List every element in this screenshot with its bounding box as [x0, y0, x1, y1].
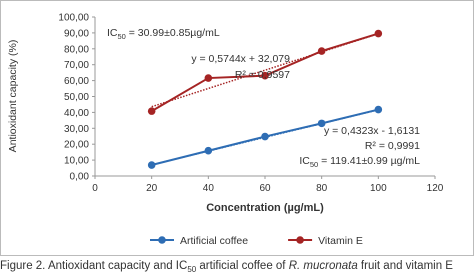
annotation-text: R² = 0,9991: [365, 140, 420, 152]
y-tick-label: 0,00: [70, 172, 90, 183]
x-tick-label: 20: [146, 183, 158, 194]
caption-part: R. mucronata: [289, 260, 358, 272]
x-tick-label: 120: [427, 183, 444, 194]
x-tick-label: 100: [370, 183, 387, 194]
x-axis-label: Concentration (µg/mL): [206, 202, 324, 214]
data-point: [147, 107, 156, 115]
y-tick-label: 80,00: [64, 44, 89, 55]
annotation: IC50 = 119.41±0.99 µg/mL: [299, 155, 420, 169]
data-point: [147, 161, 156, 169]
y-tick-label: 30,00: [64, 124, 89, 135]
annotation: IC50 = 30.99±0.85µg/mL: [107, 27, 220, 41]
annotation-text: y = 0,4323x - 1,6131: [324, 125, 420, 137]
y-tick-label: 70,00: [64, 60, 89, 71]
annotation-text: IC: [107, 27, 118, 39]
caption-part: fruit and vitamin E: [358, 260, 454, 272]
x-tick-label: 0: [92, 183, 98, 194]
annotation-text: y = 0,5744x + 32,079: [191, 53, 290, 65]
annotation: y = 0,5744x + 32,079: [191, 53, 290, 65]
data-point: [204, 146, 213, 155]
caption: Figure 2. Antioxidant capacity and IC50 …: [0, 260, 453, 273]
data-point: [317, 119, 326, 128]
annotation: R² = 0,9597: [235, 69, 290, 81]
y-tick-label: 50,00: [64, 92, 89, 103]
data-point: [317, 47, 326, 55]
chart-border: [0, 0, 474, 256]
annotation-text: IC: [299, 155, 310, 167]
legend-label: Vitamin E: [318, 235, 363, 247]
y-tick-label: 20,00: [64, 140, 89, 151]
annotation-text: = 119.41±0.99 µg/mL: [318, 155, 420, 167]
y-tick-label: 10,00: [64, 156, 89, 167]
y-tick-label: 100,00: [58, 13, 89, 24]
annotation-text: R² = 0,9597: [235, 69, 290, 81]
data-point: [261, 132, 269, 141]
y-tick-label: 60,00: [64, 76, 89, 87]
caption-part: Figure 2. Antioxidant capacity and IC: [0, 260, 187, 272]
caption-part: artificial coffee of: [196, 260, 288, 272]
annotation: y = 0,4323x - 1,6131: [324, 125, 420, 137]
data-point: [261, 71, 269, 80]
annotation: R² = 0,9991: [365, 140, 420, 152]
annotation-text: = 30.99±0.85µg/mL: [126, 27, 220, 39]
data-point: [204, 74, 213, 82]
x-tick-label: 80: [316, 183, 328, 194]
annotation-subscript: 50: [118, 32, 126, 41]
data-point: [374, 29, 383, 38]
legend-label: Artificial coffee: [180, 235, 248, 247]
data-point: [374, 105, 383, 114]
x-tick-label: 60: [259, 183, 271, 194]
annotation-subscript: 50: [310, 160, 318, 169]
y-axis-label: Antioxidant capacity (%): [7, 40, 19, 153]
legend-marker: [158, 236, 166, 244]
y-tick-label: 90,00: [64, 28, 89, 39]
y-tick-label: 40,00: [64, 108, 89, 119]
legend-marker: [296, 236, 304, 244]
x-tick-label: 40: [203, 183, 215, 194]
caption-part: 50: [187, 265, 196, 273]
